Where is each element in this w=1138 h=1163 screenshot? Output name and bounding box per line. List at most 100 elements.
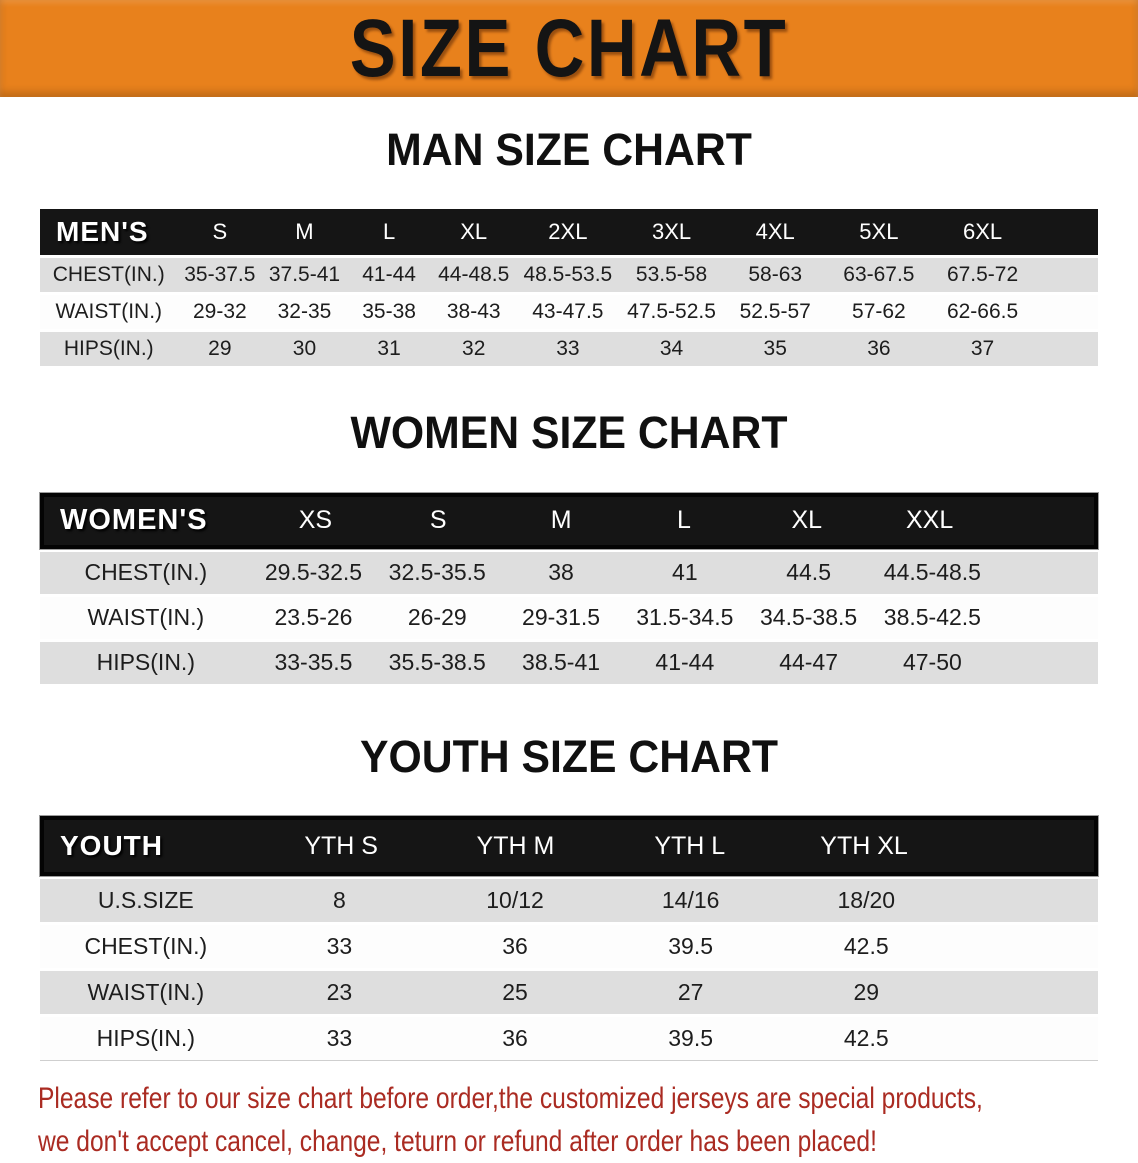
size-column-header: S xyxy=(212,219,228,245)
mens-size-table: MEN'S S M L XL 2XL 3XL 4XL 5XL 6XL CHEST(IN.) 35-37… xyxy=(40,209,1098,367)
measurement-cell: 29-32 xyxy=(192,300,247,324)
youth-size-chart-section: YOUTH SIZE CHART YOUTH YTH S YTH M YTH L YTH… xyxy=(0,730,1138,1061)
table-row: CHEST(IN.) 33 36 39.5 42.5 xyxy=(40,922,1098,969)
measurement-cell: 23.5-26 xyxy=(274,604,353,631)
measurement-cell: 29 xyxy=(853,979,880,1006)
size-column-header: M xyxy=(295,219,314,245)
size-column-header: YTH XL xyxy=(820,831,908,860)
table-header-label: WOMEN'S xyxy=(60,504,208,537)
row-label: CHEST(IN.) xyxy=(52,263,165,287)
row-label: CHEST(IN.) xyxy=(84,933,208,960)
size-chart-banner: SIZE CHART xyxy=(0,0,1138,97)
womens-size-table: WOMEN'S XS S M L XL XXL CHEST(IN.) 29.5-32.5 32.5… xyxy=(39,491,1099,684)
size-column-header: XL xyxy=(460,219,488,245)
size-column-header: YTH S xyxy=(304,831,378,860)
measurement-cell: 38.5-41 xyxy=(522,649,601,676)
measurement-cell: 33 xyxy=(556,337,580,361)
measurement-cell: 29 xyxy=(208,337,232,361)
women-section-heading: WOMEN SIZE CHART xyxy=(350,407,788,459)
size-column-header: L xyxy=(677,506,691,535)
table-row: HIPS(IN.) 33 36 39.5 42.5 xyxy=(40,1014,1098,1061)
measurement-cell: 34 xyxy=(659,337,684,361)
measurement-cell: 41-44 xyxy=(362,263,416,287)
table-header: WOMEN'S XS S M L XL XXL xyxy=(39,491,1099,550)
table-row: WAIST(IN.) 23.5-26 26-29 29-31.5 31.5-34.5 34… xyxy=(40,593,1098,639)
measurement-cell: 10/12 xyxy=(486,887,544,914)
measurement-cell: 53.5-58 xyxy=(635,263,708,287)
table-header: YOUTH YTH S YTH M YTH L YTH XL xyxy=(39,815,1099,878)
size-column-header: XS xyxy=(298,506,333,535)
measurement-cell: 41 xyxy=(672,559,698,586)
women-size-chart-section: WOMEN SIZE CHART WOMEN'S XS S M L XL XXL CHEST(… xyxy=(0,407,1138,684)
measurement-cell: 35-37.5 xyxy=(184,263,256,287)
table-row: WAIST(IN.) 29-32 32-35 35-38 38-43 43-47.5 47.… xyxy=(40,292,1098,330)
size-column-header: XL xyxy=(791,506,823,535)
measurement-cell: 37.5-41 xyxy=(268,263,341,287)
measurement-cell: 57-62 xyxy=(852,300,906,324)
measurement-cell: 62-66.5 xyxy=(946,300,1019,324)
measurement-cell: 31.5-34.5 xyxy=(636,604,734,631)
row-label: CHEST(IN.) xyxy=(84,559,208,586)
measurement-cell: 31 xyxy=(377,337,401,361)
row-label: HIPS(IN.) xyxy=(96,1025,195,1052)
measurement-cell: 41-44 xyxy=(655,649,715,676)
size-column-header: 5XL xyxy=(859,219,899,245)
row-label: HIPS(IN.) xyxy=(96,649,195,676)
measurement-cell: 29-31.5 xyxy=(522,604,601,631)
table-header-label: MEN'S xyxy=(56,216,149,248)
size-column-header: 4XL xyxy=(755,219,795,245)
man-size-chart-section: MAN SIZE CHART MEN'S S M L XL 2XL 3XL 4XL 5XL 6XL… xyxy=(0,124,1138,367)
size-column-header: YTH L xyxy=(654,831,726,860)
row-label: WAIST(IN.) xyxy=(87,979,205,1006)
measurement-cell: 36 xyxy=(502,1025,528,1052)
measurement-cell: 33 xyxy=(326,1025,353,1052)
row-label: WAIST(IN.) xyxy=(55,300,163,324)
measurement-cell: 34.5-38.5 xyxy=(760,604,858,631)
measurement-cell: 25 xyxy=(502,979,528,1006)
table-header: MEN'S S M L XL 2XL 3XL 4XL 5XL 6XL xyxy=(40,209,1098,256)
disclaimer-line-2: we don't accept cancel, change, teturn o… xyxy=(38,1124,877,1158)
measurement-cell: 44.5 xyxy=(786,559,831,586)
measurement-cell: 47-50 xyxy=(902,649,962,676)
row-label: U.S.SIZE xyxy=(97,887,194,914)
measurement-cell: 35-38 xyxy=(362,300,416,324)
row-label: WAIST(IN.) xyxy=(87,604,205,631)
measurement-cell: 36 xyxy=(502,933,528,960)
measurement-cell: 39.5 xyxy=(668,933,714,960)
banner-title: SIZE CHART xyxy=(349,2,789,94)
measurement-cell: 36 xyxy=(867,337,891,361)
measurement-cell: 38-43 xyxy=(446,300,501,324)
measurement-cell: 44-47 xyxy=(779,649,839,676)
measurement-cell: 14/16 xyxy=(661,887,720,914)
youth-section-heading: YOUTH SIZE CHART xyxy=(359,730,778,782)
size-column-header: YTH M xyxy=(476,831,555,860)
measurement-cell: 42.5 xyxy=(843,933,889,960)
size-column-header: 3XL xyxy=(651,219,692,245)
measurement-cell: 30 xyxy=(292,337,317,361)
measurement-cell: 33-35.5 xyxy=(274,649,353,676)
size-column-header: XXL xyxy=(906,506,954,535)
man-section-heading: MAN SIZE CHART xyxy=(386,124,752,175)
size-charts: MAN SIZE CHART MEN'S S M L XL 2XL 3XL 4XL 5XL 6XL… xyxy=(0,124,1138,1061)
size-column-header: S xyxy=(429,506,447,535)
size-column-header: M xyxy=(550,506,572,535)
measurement-cell: 38 xyxy=(548,559,574,586)
measurement-cell: 32.5-35.5 xyxy=(388,559,486,586)
measurement-cell: 63-67.5 xyxy=(843,263,915,287)
measurement-cell: 44-48.5 xyxy=(438,263,510,287)
measurement-cell: 26-29 xyxy=(407,604,467,631)
size-column-header: 6XL xyxy=(962,219,1003,245)
table-row: HIPS(IN.) 33-35.5 35.5-38.5 38.5-41 41-44 44-… xyxy=(40,638,1098,684)
measurement-cell: 33 xyxy=(326,933,353,960)
measurement-cell: 32-35 xyxy=(277,300,332,324)
measurement-cell: 43-47.5 xyxy=(532,300,604,324)
table-row: WAIST(IN.) 23 25 27 29 xyxy=(40,968,1098,1015)
measurement-cell: 67.5-72 xyxy=(946,263,1019,287)
measurement-cell: 32 xyxy=(462,337,486,361)
measurement-cell: 8 xyxy=(333,887,346,914)
measurement-cell: 18/20 xyxy=(837,887,896,914)
measurement-cell: 35 xyxy=(763,337,787,361)
disclaimer: Please refer to our size chart before or… xyxy=(38,1078,1138,1163)
measurement-cell: 37 xyxy=(970,337,995,361)
table-row: HIPS(IN.) 29 30 31 32 33 34 35 36 37 xyxy=(40,329,1098,367)
